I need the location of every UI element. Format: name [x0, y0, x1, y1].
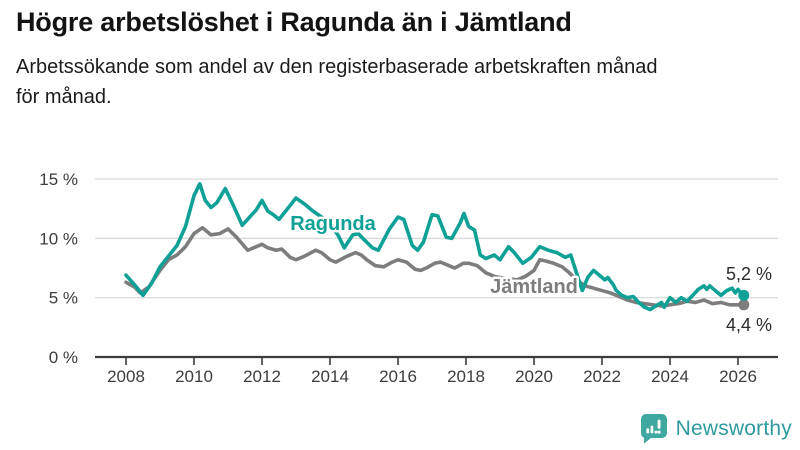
- chart-header: Högre arbetslöshet i Ragunda än i Jämtla…: [16, 6, 786, 112]
- series-line-ragunda: [124, 182, 746, 312]
- series-line-jmtland: [124, 225, 746, 308]
- y-axis-tick-label: 0 %: [49, 348, 78, 367]
- page-title: Högre arbetslöshet i Ragunda än i Jämtla…: [16, 7, 572, 37]
- newsworthy-branding[interactable]: Newsworthy: [640, 414, 792, 444]
- newsworthy-logo-icon: [640, 414, 667, 444]
- end-value-label-ragunda: 5,2 %: [726, 264, 772, 284]
- x-axis-tick-label: 2020: [515, 367, 553, 386]
- y-axis-tick-label: 5 %: [49, 289, 78, 308]
- x-axis-tick-label: 2016: [379, 367, 417, 386]
- x-axis-tick-label: 2026: [719, 367, 757, 386]
- x-axis-tick-label: 2022: [583, 367, 621, 386]
- x-axis-tick-label: 2024: [651, 367, 689, 386]
- subtitle-line-1: Arbetssökande som andel av den registerb…: [16, 56, 658, 79]
- y-axis-tick-label: 15 %: [39, 170, 78, 189]
- series-label-ragunda: Ragunda: [290, 213, 376, 235]
- series-endpoint-jmtland: [738, 299, 750, 311]
- series-label-jmtland: Jämtland: [490, 276, 578, 298]
- x-axis-tick-label: 2014: [311, 367, 349, 386]
- logo-bars-glyph: [646, 419, 661, 434]
- x-axis-tick-label: 2018: [447, 367, 485, 386]
- x-axis-tick-label: 2012: [243, 367, 281, 386]
- end-value-label-jmtland: 4,4 %: [726, 315, 772, 335]
- subtitle-line-2: för månad.: [16, 86, 112, 109]
- y-axis-tick-label: 10 %: [39, 229, 78, 248]
- x-axis-tick-label: 2008: [107, 367, 145, 386]
- series-endpoint-ragunda: [738, 289, 750, 301]
- x-axis-tick-label: 2010: [175, 367, 213, 386]
- brand-name: Newsworthy: [675, 417, 792, 440]
- chart-subtitle: Arbetssökande som andel av den registerb…: [16, 52, 786, 112]
